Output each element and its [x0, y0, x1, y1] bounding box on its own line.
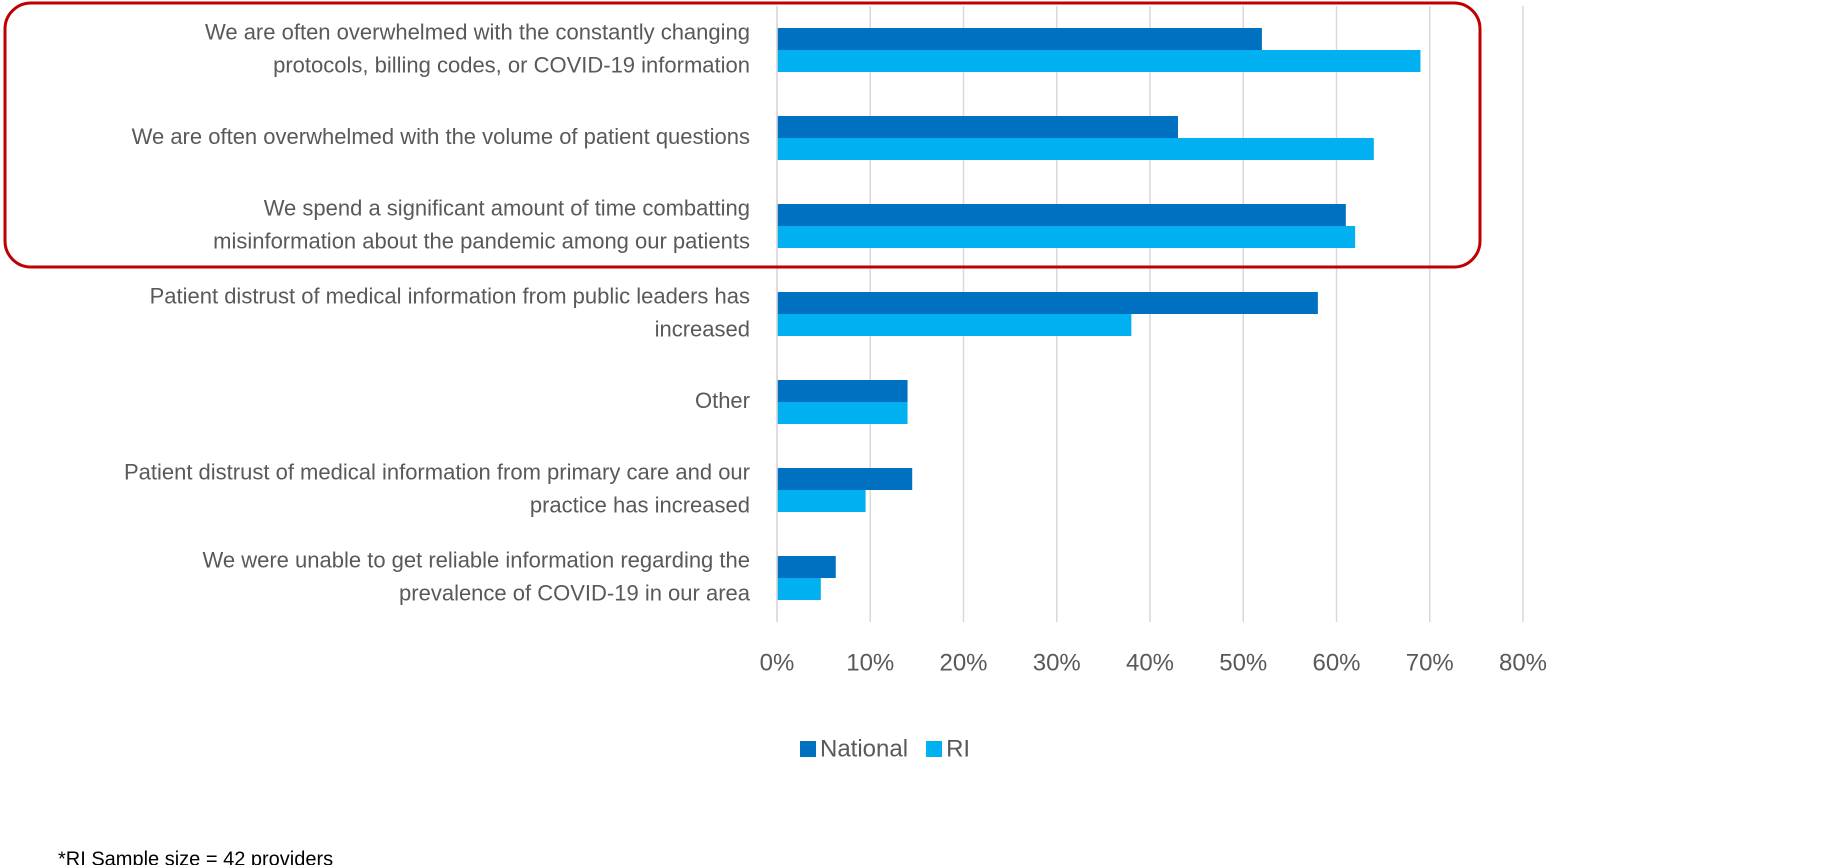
legend-swatch — [800, 741, 816, 757]
legend-swatch — [926, 741, 943, 757]
footnote: *RI Sample size = 42 providers — [58, 848, 333, 865]
legend-label: RI — [946, 735, 970, 762]
category-label: We spend a significant amount of time co… — [213, 195, 750, 253]
category-label: We are often overwhelmed with the consta… — [205, 19, 750, 77]
bar — [777, 28, 1262, 50]
x-tick-label: 50% — [1219, 649, 1267, 676]
bar — [777, 380, 908, 402]
category-label: Patient distrust of medical information … — [150, 283, 750, 341]
bar — [777, 138, 1374, 160]
category-label: We were unable to get reliable informati… — [203, 547, 751, 605]
bar — [777, 468, 913, 490]
bar — [777, 578, 821, 600]
bar — [777, 314, 1132, 336]
category-label: We are often overwhelmed with the volume… — [132, 124, 750, 149]
bar — [777, 556, 836, 578]
bar — [777, 116, 1178, 138]
bar — [777, 50, 1421, 72]
x-tick-label: 20% — [939, 649, 987, 676]
legend-label: National — [820, 735, 908, 762]
category-label: Patient distrust of medical information … — [124, 459, 750, 517]
x-tick-label: 70% — [1406, 649, 1454, 676]
bar — [777, 490, 866, 512]
x-tick-label: 40% — [1126, 649, 1174, 676]
category-label: Other — [695, 388, 750, 413]
x-tick-label: 60% — [1312, 649, 1360, 676]
x-tick-label: 30% — [1033, 649, 1081, 676]
x-tick-label: 0% — [760, 649, 795, 676]
x-tick-label: 80% — [1499, 649, 1547, 676]
bar — [777, 402, 908, 424]
highlight-box — [3, 1, 1482, 269]
bar — [777, 292, 1318, 314]
x-tick-label: 10% — [846, 649, 894, 676]
bar — [777, 226, 1356, 248]
bar — [777, 204, 1346, 226]
